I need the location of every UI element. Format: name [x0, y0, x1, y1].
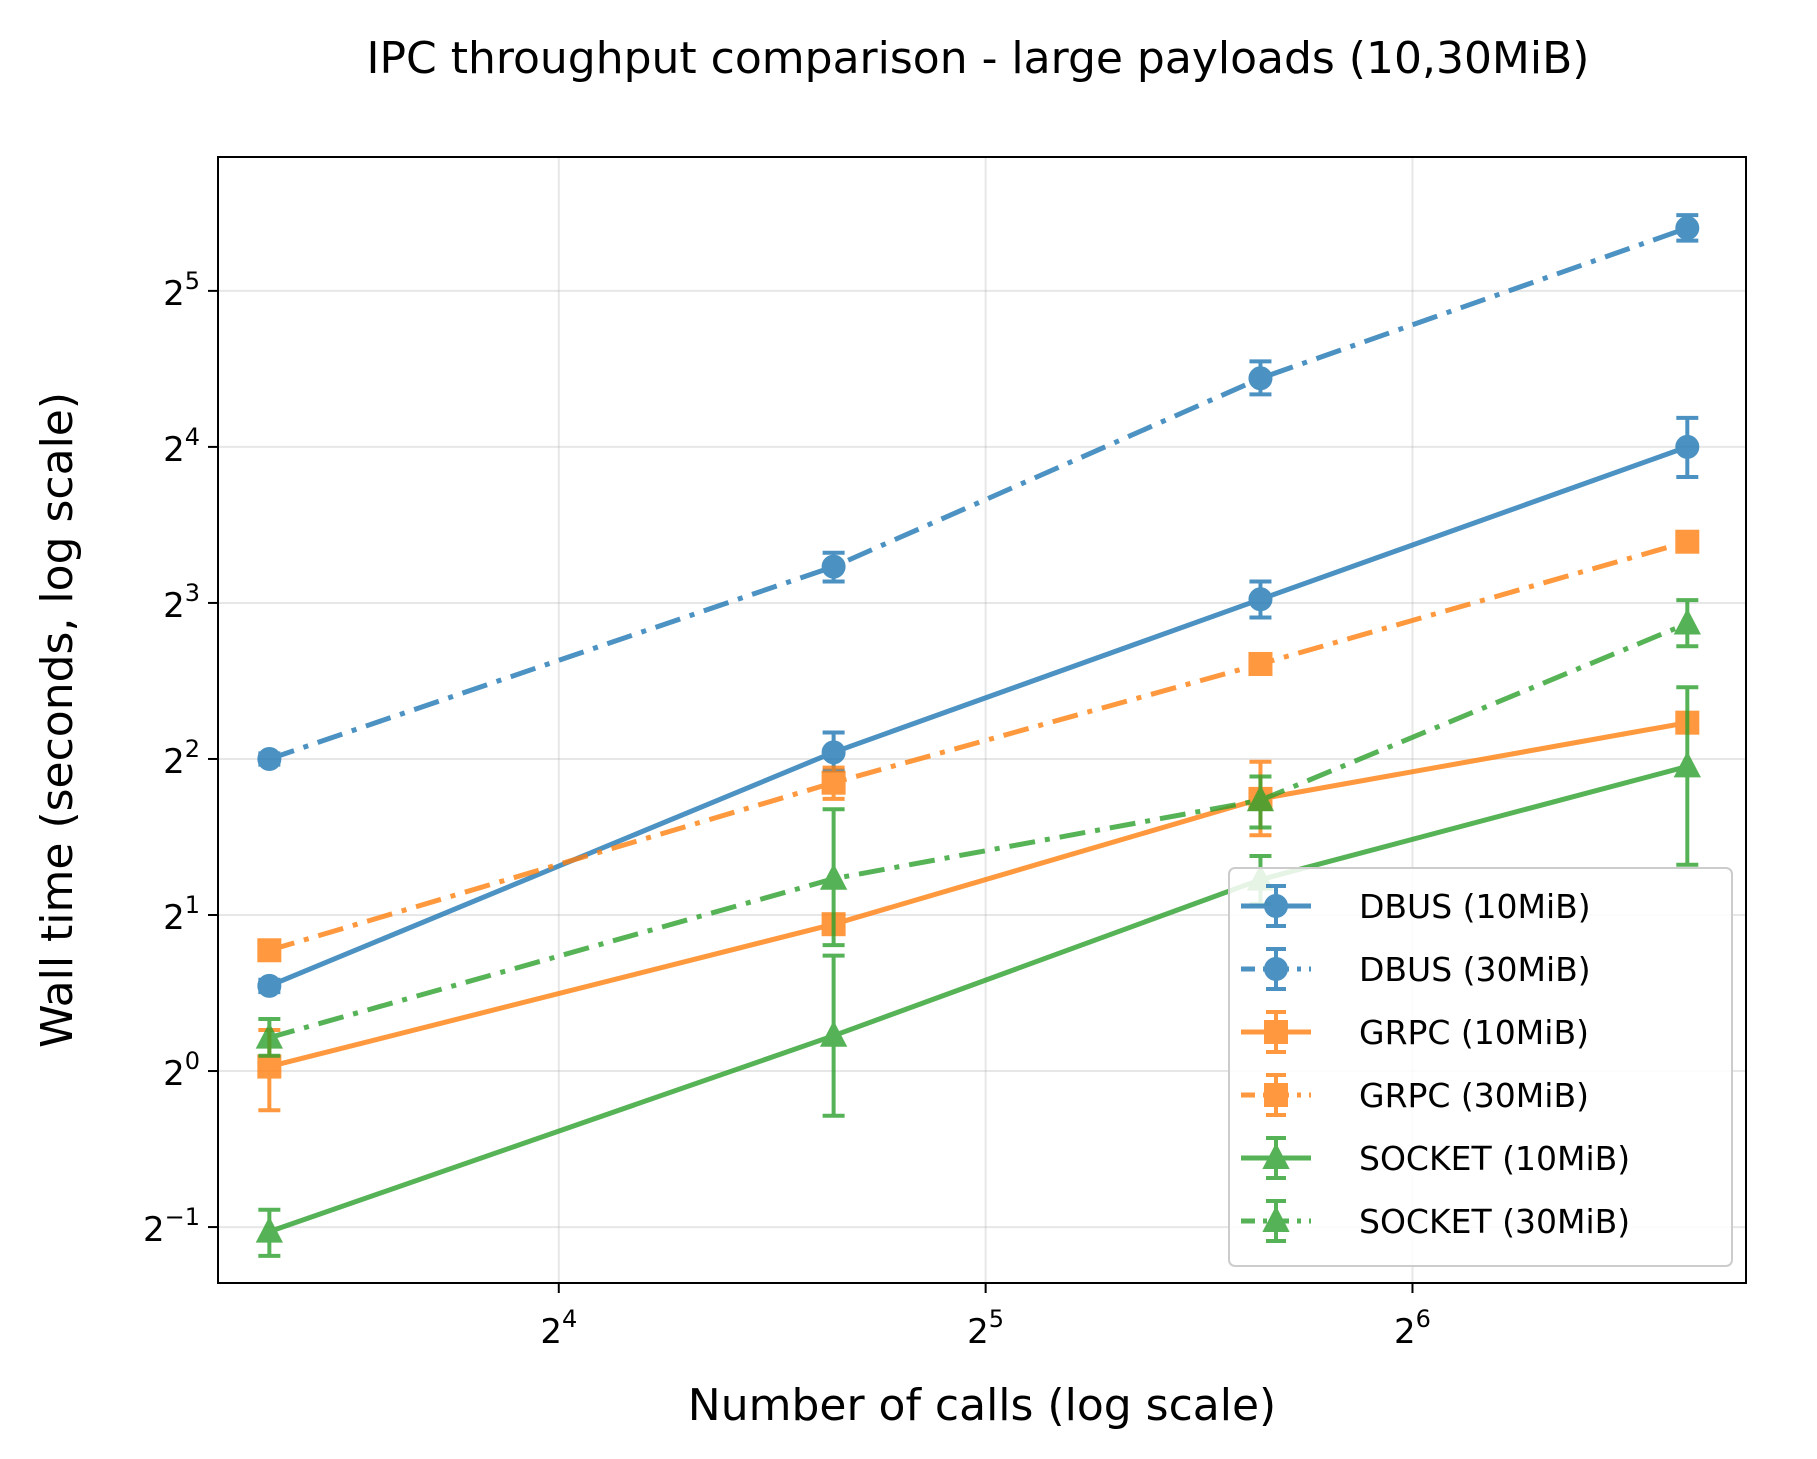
- data-point: [1673, 608, 1701, 635]
- data-point: [1248, 651, 1273, 676]
- data-point: [257, 746, 282, 771]
- legend-entry: [1241, 1136, 1311, 1180]
- series-socket-30mib: [255, 598, 1701, 1058]
- y-axis-label: Wall time (seconds, log scale): [32, 392, 83, 1048]
- series-line: [268, 539, 1688, 953]
- legend-label: GRPC (10MiB): [1359, 1013, 1589, 1052]
- legend-entry: [1241, 1073, 1311, 1117]
- x-axis-label: Number of calls (log scale): [688, 1380, 1276, 1431]
- data-point: [1673, 751, 1701, 778]
- legend-entry: [1241, 947, 1311, 991]
- legend-label: SOCKET (10MiB): [1359, 1139, 1630, 1178]
- data-point: [1246, 785, 1275, 812]
- y-tick-label: 23: [163, 579, 200, 626]
- y-tick-label: 20: [163, 1047, 200, 1094]
- legend-marker: [1262, 1205, 1290, 1232]
- legend-marker: [1264, 957, 1288, 981]
- data-point: [1675, 529, 1700, 554]
- y-tick-label: 21: [163, 891, 200, 938]
- plot-frame: [217, 156, 1747, 1284]
- data-point: [255, 1022, 283, 1049]
- data-point: [1675, 434, 1700, 459]
- x-tick-label: 26: [1394, 1305, 1431, 1352]
- y-tick-label: 2−1: [143, 1203, 200, 1250]
- series-line: [268, 763, 1688, 1234]
- series-line: [268, 720, 1688, 1070]
- y-tick-label: 24: [163, 423, 200, 470]
- data-point: [819, 863, 848, 890]
- data-point: [821, 554, 846, 579]
- series-line: [268, 225, 1689, 762]
- data-point: [257, 973, 282, 998]
- data-point: [257, 938, 282, 963]
- data-point: [821, 770, 846, 795]
- x-tick-label: 25: [967, 1305, 1004, 1352]
- data-point: [1675, 216, 1700, 241]
- legend-marker: [1264, 1083, 1288, 1107]
- x-tick-label: 24: [540, 1305, 577, 1352]
- legend-marker: [1264, 894, 1288, 918]
- data-point: [1248, 587, 1273, 612]
- legend: DBUS (10MiB) DBUS (30MiB) GRPC (10MiB) GRPC…: [1228, 867, 1733, 1267]
- legend-label: GRPC (30MiB): [1359, 1076, 1589, 1115]
- chart-title: IPC throughput comparison - large payloa…: [367, 33, 1590, 84]
- y-tick-label: 25: [163, 267, 200, 314]
- legend-entry: [1241, 1010, 1311, 1054]
- legend-marker: [1264, 1020, 1288, 1044]
- legend-box: [1228, 867, 1733, 1267]
- legend-marker: [1262, 1142, 1290, 1169]
- legend-label: DBUS (30MiB): [1359, 950, 1591, 989]
- legend-label: SOCKET (30MiB): [1359, 1202, 1630, 1241]
- data-point: [257, 1054, 282, 1079]
- data-point: [255, 1216, 283, 1243]
- series-grpc-30mib: [257, 529, 1700, 963]
- y-tick-label: 22: [163, 735, 200, 782]
- legend-label: DBUS (10MiB): [1359, 887, 1591, 926]
- ticks: 24 25 26 2−1 20 21 22 23 24 25: [143, 267, 1431, 1352]
- data-point: [819, 1020, 848, 1047]
- legend-entry: [1241, 1199, 1311, 1243]
- legend-entry: [1241, 884, 1311, 928]
- data-point: [821, 740, 846, 765]
- data-point: [1248, 366, 1273, 391]
- series-line: [268, 621, 1689, 1041]
- series-dbus-30mib: [257, 213, 1700, 771]
